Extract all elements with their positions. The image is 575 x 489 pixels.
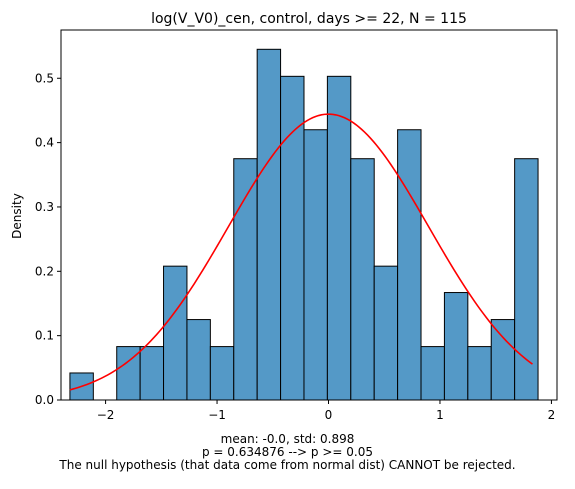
histogram-bar bbox=[515, 159, 538, 400]
histogram-bar bbox=[491, 320, 514, 400]
y-tick-label: 0.0 bbox=[35, 393, 54, 407]
histogram-bar bbox=[234, 159, 257, 400]
y-tick-label: 0.3 bbox=[35, 200, 54, 214]
x-tick-label: −2 bbox=[97, 408, 115, 422]
histogram-bars bbox=[70, 49, 538, 400]
y-tick-label: 0.5 bbox=[35, 71, 54, 85]
histogram-bar bbox=[187, 320, 210, 400]
y-axis-ticks: 0.0 0.1 0.2 0.3 0.4 0.5 bbox=[35, 71, 61, 407]
x-tick-label: 2 bbox=[548, 408, 556, 422]
annotation-p-value: p = 0.634876 --> p >= 0.05 bbox=[0, 446, 575, 458]
histogram-bar bbox=[304, 130, 327, 400]
y-axis-label: Density bbox=[10, 193, 24, 239]
histogram-bar bbox=[398, 130, 421, 400]
y-tick-label: 0.2 bbox=[35, 264, 54, 278]
annotation-conclusion: The null hypothesis (that data come from… bbox=[0, 459, 575, 471]
histogram-bar bbox=[468, 347, 491, 400]
histogram-bar bbox=[140, 347, 163, 400]
histogram-bar bbox=[257, 49, 280, 400]
histogram-bar bbox=[327, 76, 350, 400]
histogram-bar bbox=[374, 266, 397, 400]
x-tick-label: 1 bbox=[436, 408, 444, 422]
y-tick-label: 0.1 bbox=[35, 329, 54, 343]
histogram-bar bbox=[210, 347, 233, 400]
histogram-bar bbox=[444, 293, 467, 400]
histogram-bar bbox=[164, 266, 187, 400]
x-tick-label: 0 bbox=[325, 408, 333, 422]
chart-title: log(V_V0)_cen, control, days >= 22, N = … bbox=[151, 11, 467, 27]
histogram-bar bbox=[351, 159, 374, 400]
x-tick-label: −1 bbox=[208, 408, 226, 422]
y-tick-label: 0.4 bbox=[35, 136, 54, 150]
x-axis-ticks: −2 −1 0 1 2 bbox=[97, 400, 556, 422]
histogram-bar bbox=[421, 347, 444, 400]
annotation-mean-std: mean: -0.0, std: 0.898 bbox=[0, 433, 575, 445]
